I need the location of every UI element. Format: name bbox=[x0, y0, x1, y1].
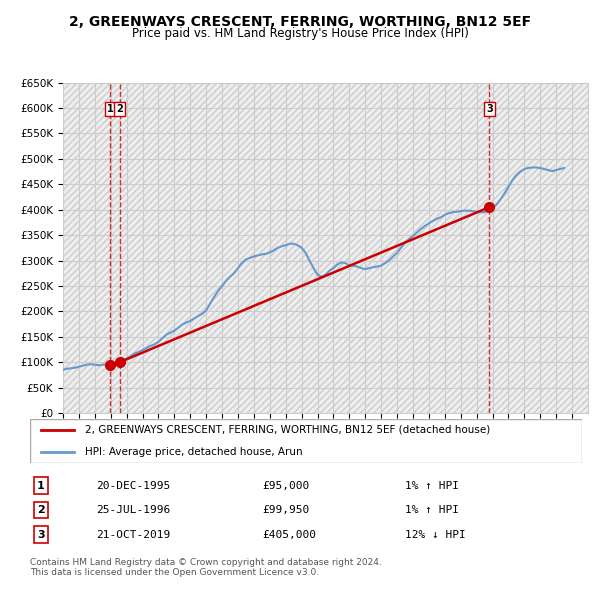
Text: 2, GREENWAYS CRESCENT, FERRING, WORTHING, BN12 5EF: 2, GREENWAYS CRESCENT, FERRING, WORTHING… bbox=[69, 15, 531, 29]
Text: Contains HM Land Registry data © Crown copyright and database right 2024.
This d: Contains HM Land Registry data © Crown c… bbox=[30, 558, 382, 577]
Text: 2: 2 bbox=[116, 104, 123, 114]
Text: 25-JUL-1996: 25-JUL-1996 bbox=[96, 505, 170, 515]
Text: 1% ↑ HPI: 1% ↑ HPI bbox=[406, 481, 460, 491]
Text: 20-DEC-1995: 20-DEC-1995 bbox=[96, 481, 170, 491]
Text: 3: 3 bbox=[37, 530, 45, 539]
Text: £95,000: £95,000 bbox=[262, 481, 309, 491]
Text: 1% ↑ HPI: 1% ↑ HPI bbox=[406, 505, 460, 515]
Text: 2: 2 bbox=[37, 505, 45, 515]
Text: 21-OCT-2019: 21-OCT-2019 bbox=[96, 530, 170, 539]
Text: £99,950: £99,950 bbox=[262, 505, 309, 515]
Text: £405,000: £405,000 bbox=[262, 530, 316, 539]
Text: 1: 1 bbox=[37, 481, 45, 491]
FancyBboxPatch shape bbox=[30, 419, 582, 463]
Text: Price paid vs. HM Land Registry's House Price Index (HPI): Price paid vs. HM Land Registry's House … bbox=[131, 27, 469, 40]
Text: HPI: Average price, detached house, Arun: HPI: Average price, detached house, Arun bbox=[85, 447, 303, 457]
Text: 2, GREENWAYS CRESCENT, FERRING, WORTHING, BN12 5EF (detached house): 2, GREENWAYS CRESCENT, FERRING, WORTHING… bbox=[85, 425, 490, 435]
Text: 12% ↓ HPI: 12% ↓ HPI bbox=[406, 530, 466, 539]
Text: 1: 1 bbox=[107, 104, 113, 114]
Text: 3: 3 bbox=[486, 104, 493, 114]
